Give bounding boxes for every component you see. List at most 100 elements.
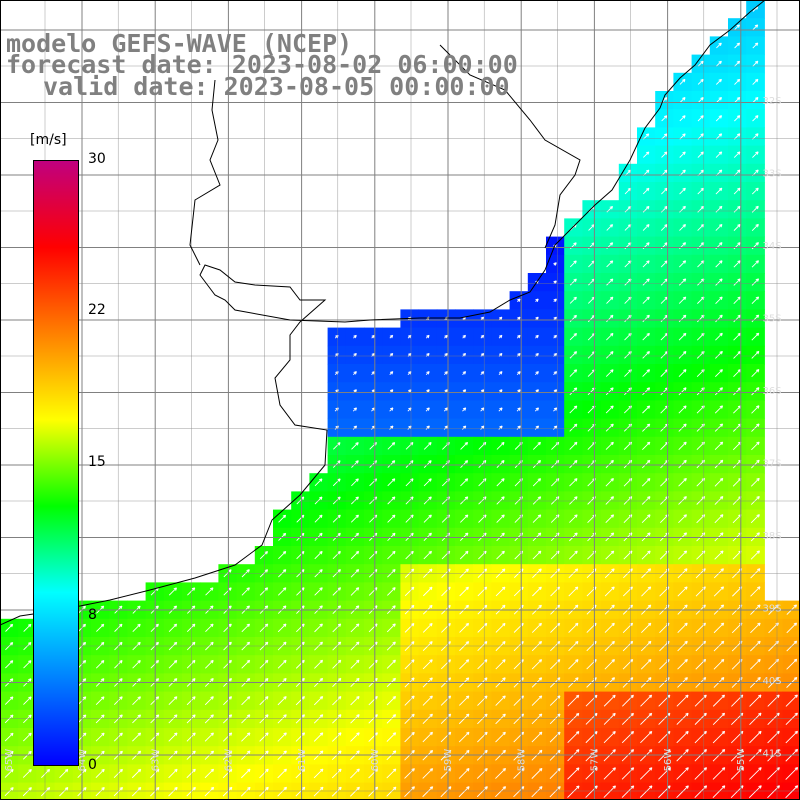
wind-arrow bbox=[751, 350, 760, 359]
wind-arrow bbox=[460, 478, 469, 487]
wind-arrow bbox=[569, 514, 578, 523]
wind-arrow bbox=[495, 586, 506, 597]
wind-arrow bbox=[752, 96, 759, 104]
wind-arrow bbox=[205, 623, 214, 633]
model-title: modelo GEFS-WAVE (NCEP) bbox=[6, 29, 353, 58]
wind-arrow bbox=[676, 694, 689, 707]
wind-arrow bbox=[277, 696, 287, 706]
wind-arrow bbox=[477, 695, 488, 706]
wind-arrow bbox=[405, 442, 414, 450]
wind-arrow bbox=[132, 714, 141, 724]
wind-arrow bbox=[678, 459, 687, 469]
wind-arrow bbox=[734, 60, 741, 67]
wind-arrow bbox=[535, 316, 539, 321]
wind-arrow bbox=[640, 730, 653, 744]
wind-arrow bbox=[643, 133, 650, 140]
wind-arrow bbox=[713, 658, 725, 670]
wind-arrow bbox=[444, 334, 448, 339]
latitude-label: 34S bbox=[762, 241, 781, 252]
wind-arrow bbox=[458, 731, 470, 743]
wind-arrow bbox=[785, 730, 799, 744]
wind-arrow bbox=[277, 786, 288, 797]
wind-arrow bbox=[459, 622, 470, 633]
wind-arrow bbox=[750, 477, 760, 487]
wind-arrow bbox=[733, 278, 741, 286]
wind-arrow bbox=[606, 332, 614, 341]
wind-arrow bbox=[605, 532, 615, 542]
wind-arrow bbox=[712, 785, 726, 799]
wind-arrow bbox=[350, 659, 360, 669]
wind-arrow bbox=[750, 550, 760, 560]
wind-arrow bbox=[387, 550, 396, 560]
wind-arrow bbox=[314, 496, 323, 505]
wind-arrow bbox=[678, 369, 687, 377]
wind-arrow bbox=[422, 659, 433, 670]
wind-arrow bbox=[23, 623, 32, 632]
wind-arrow bbox=[569, 332, 578, 341]
wind-arrow bbox=[186, 696, 196, 706]
latitude-label: 33S bbox=[762, 169, 781, 180]
colorbar bbox=[33, 160, 79, 766]
wind-arrow bbox=[661, 151, 668, 158]
wind-arrow bbox=[495, 695, 506, 706]
wind-arrow bbox=[95, 660, 105, 669]
wind-arrow bbox=[714, 369, 723, 378]
wind-arrow bbox=[4, 768, 14, 778]
wind-arrow bbox=[569, 387, 578, 396]
wind-arrow bbox=[678, 477, 687, 487]
wind-arrow bbox=[642, 260, 650, 268]
wind-arrow bbox=[495, 713, 506, 725]
wind-arrow bbox=[423, 532, 432, 542]
wind-arrow bbox=[295, 732, 306, 742]
wind-arrow bbox=[694, 767, 708, 780]
wind-arrow bbox=[642, 387, 651, 396]
wind-arrow bbox=[532, 550, 542, 560]
wind-arrow bbox=[422, 786, 434, 798]
latitude-labels: 32S 33S 34S 35S 36S 37S 38S 39S 40S 41S bbox=[762, 96, 781, 760]
wind-arrow bbox=[405, 460, 414, 468]
wind-arrow bbox=[477, 659, 488, 670]
wind-arrow bbox=[714, 532, 724, 542]
wind-arrow bbox=[715, 97, 722, 104]
wind-arrow bbox=[386, 732, 397, 742]
wind-arrow bbox=[240, 786, 251, 797]
wind-arrow bbox=[277, 623, 287, 633]
latitude-label: 32S bbox=[762, 96, 781, 107]
wind-arrow bbox=[569, 369, 578, 377]
wind-arrow bbox=[387, 442, 396, 450]
wind-arrow bbox=[387, 478, 396, 487]
border-path bbox=[189, 79, 221, 266]
wind-arrow bbox=[531, 695, 543, 706]
wind-arrow bbox=[59, 768, 69, 778]
wind-arrow bbox=[350, 587, 360, 596]
wind-arrow bbox=[605, 478, 614, 487]
wind-arrow bbox=[642, 278, 650, 286]
wind-arrow bbox=[550, 532, 560, 542]
wind-arrow bbox=[386, 623, 396, 633]
wind-arrow bbox=[389, 407, 394, 412]
wind-arrow bbox=[59, 787, 69, 797]
wind-arrow bbox=[404, 659, 415, 670]
wind-arrow bbox=[605, 423, 614, 432]
coastline bbox=[0, 0, 766, 626]
wind-arrow bbox=[404, 731, 415, 743]
wind-arrow bbox=[386, 695, 397, 706]
wind-arrow bbox=[714, 441, 724, 451]
latitude-label: 37S bbox=[762, 459, 781, 470]
wind-arrow bbox=[423, 496, 432, 505]
wind-arrow bbox=[786, 658, 798, 670]
longitude-label: 58W bbox=[516, 749, 527, 772]
wind-arrow bbox=[714, 387, 723, 396]
wind-arrow bbox=[404, 586, 415, 597]
wind-arrow bbox=[405, 496, 414, 505]
wind-arrow bbox=[694, 712, 707, 725]
wind-arrow bbox=[751, 205, 759, 213]
wind-arrow bbox=[186, 786, 196, 797]
wind-arrow bbox=[734, 24, 740, 31]
wind-arrow bbox=[569, 459, 578, 469]
wind-arrow bbox=[712, 712, 726, 725]
wind-arrow bbox=[605, 441, 614, 450]
wind-arrow bbox=[350, 514, 359, 523]
wind-arrow bbox=[676, 712, 689, 725]
wind-arrow bbox=[679, 205, 686, 213]
